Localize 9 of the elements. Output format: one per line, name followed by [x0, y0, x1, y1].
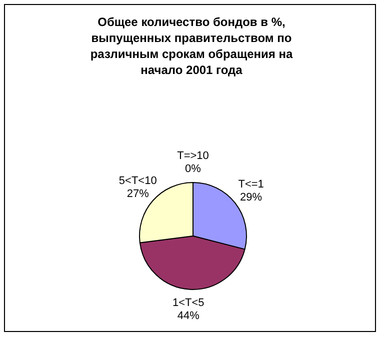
slice-label: T<=1: [238, 178, 264, 190]
text: 0%: [185, 163, 201, 176]
data-label: 29%: [240, 191, 262, 204]
chart-title: Общее количество бондов в %, выпущенных правительством по различным срокам обращения на начало 2001 года: [89, 14, 294, 78]
category-label: T=>10: [177, 150, 209, 162]
data-label: 44%: [177, 310, 200, 322]
slice-label: 5<T<10: [118, 174, 157, 187]
slice-label: 1<T<5: [172, 296, 204, 309]
data-label: 27%: [126, 188, 150, 200]
